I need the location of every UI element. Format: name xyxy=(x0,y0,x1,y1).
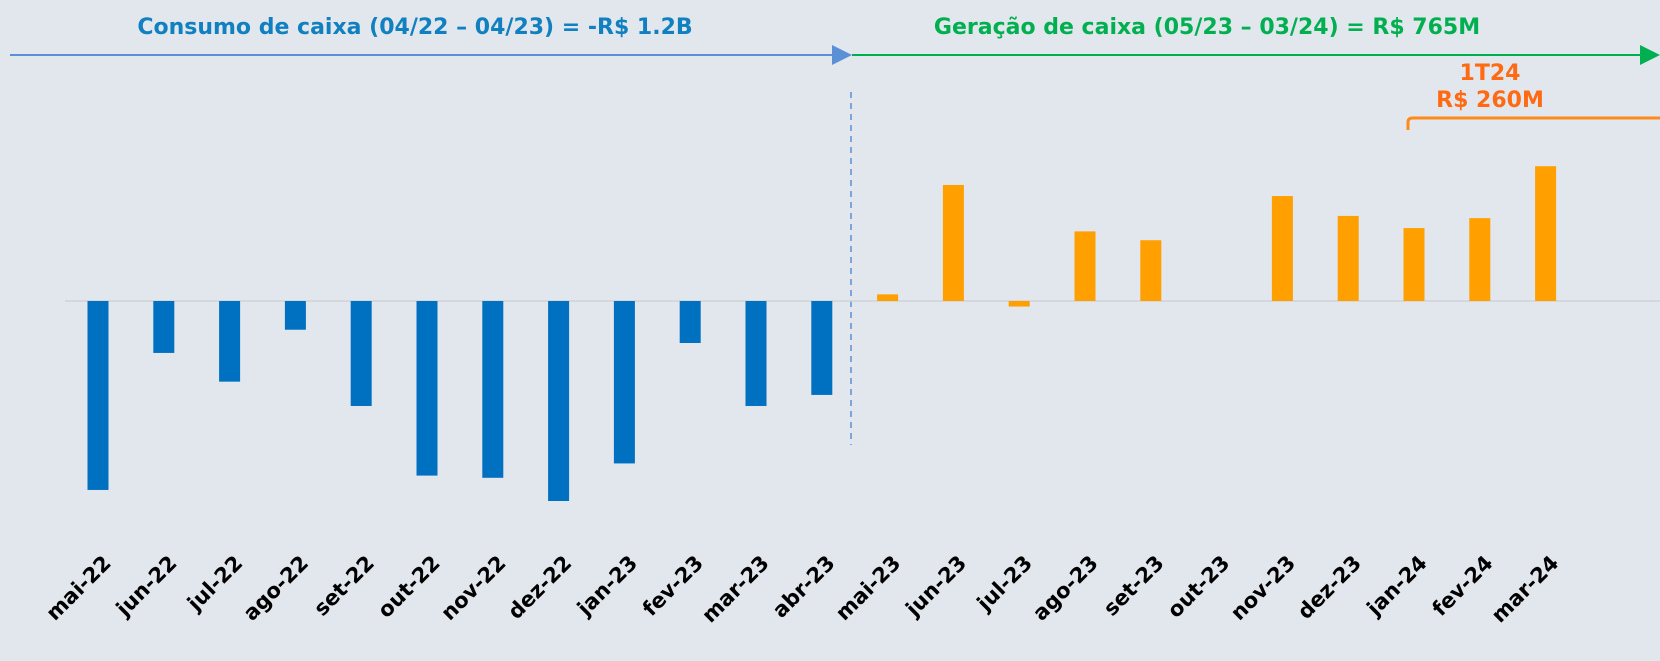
bar xyxy=(1535,166,1557,301)
x-tick-label: mar-24 xyxy=(1487,551,1564,628)
x-tick-label: mai-22 xyxy=(41,551,115,625)
x-tick-label: set-23 xyxy=(1099,551,1169,621)
bar xyxy=(284,301,306,330)
x-tick-label: dez-23 xyxy=(1293,551,1366,624)
x-tick-label: abr-23 xyxy=(768,551,840,623)
bar xyxy=(1469,218,1491,301)
bar xyxy=(350,301,372,406)
quarter-value: R$ 260M xyxy=(1436,88,1544,113)
x-tick-label: jun-22 xyxy=(111,551,182,622)
x-tick-label: set-22 xyxy=(309,551,379,621)
quarter-label: 1T24 xyxy=(1460,61,1521,86)
x-tick-label: nov-23 xyxy=(1226,551,1300,625)
bar xyxy=(745,301,767,406)
bar xyxy=(153,301,175,353)
bar xyxy=(613,301,635,464)
x-tick-label: out-23 xyxy=(1163,551,1235,623)
bar xyxy=(679,301,701,343)
bar xyxy=(811,301,833,395)
x-tick-label: mar-23 xyxy=(697,551,774,628)
bar xyxy=(1140,240,1162,301)
x-tick-label: nov-22 xyxy=(436,551,510,625)
bar xyxy=(482,301,504,478)
bar xyxy=(1271,196,1293,301)
x-tick-label: jun-23 xyxy=(900,551,971,622)
x-tick-label: ago-23 xyxy=(1028,551,1103,626)
x-tick-label: jan-23 xyxy=(572,551,642,621)
x-tick-label: jan-24 xyxy=(1362,551,1432,621)
bar xyxy=(1403,228,1425,301)
bar xyxy=(942,184,964,301)
x-tick-label: jul-23 xyxy=(972,551,1037,616)
x-tick-label: out-22 xyxy=(373,551,445,623)
quarter-bracket xyxy=(1406,116,1660,130)
bar xyxy=(87,301,109,490)
bar xyxy=(877,294,899,301)
x-tick-label: dez-22 xyxy=(503,551,576,624)
x-tick-label: mai-23 xyxy=(831,551,905,625)
bar xyxy=(548,301,570,501)
right-title: Geração de caixa (05/23 – 03/24) = R$ 76… xyxy=(934,15,1480,40)
bar xyxy=(1074,231,1096,301)
x-tick-label: jul-22 xyxy=(182,551,247,616)
bar xyxy=(1008,301,1030,307)
x-tick-label: ago-22 xyxy=(239,551,314,626)
left-title: Consumo de caixa (04/22 – 04/23) = -R$ 1… xyxy=(137,15,692,40)
bar xyxy=(416,301,438,476)
bar xyxy=(1337,215,1359,301)
bar xyxy=(219,301,241,382)
